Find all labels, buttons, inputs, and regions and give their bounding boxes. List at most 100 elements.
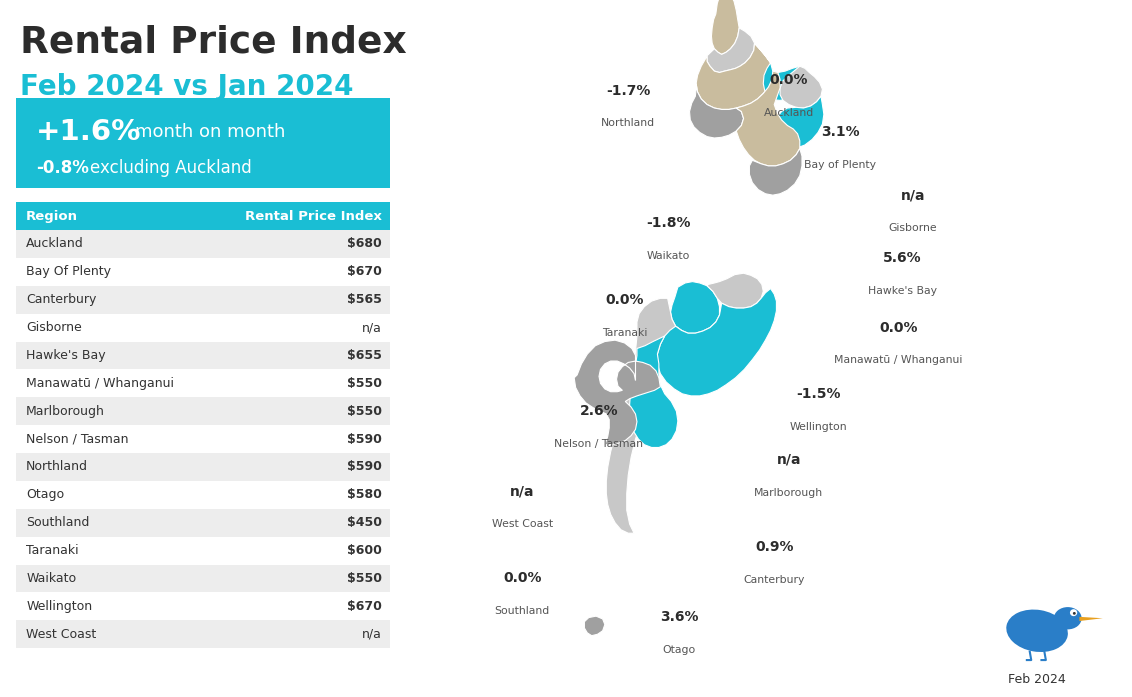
Text: Waikato: Waikato: [646, 251, 691, 261]
Polygon shape: [711, 0, 739, 54]
Circle shape: [1073, 612, 1075, 615]
Text: Nelson / Tasman: Nelson / Tasman: [555, 439, 643, 449]
Polygon shape: [629, 336, 678, 447]
Text: n/a: n/a: [777, 453, 801, 467]
FancyBboxPatch shape: [16, 509, 389, 537]
Text: 3.1%: 3.1%: [821, 125, 859, 139]
Text: Marlborough: Marlborough: [754, 488, 823, 498]
FancyBboxPatch shape: [16, 202, 389, 230]
Text: Marlborough: Marlborough: [26, 405, 105, 418]
FancyBboxPatch shape: [16, 620, 389, 648]
Text: Southland: Southland: [26, 516, 89, 529]
Text: Wellington: Wellington: [26, 600, 92, 613]
Text: Taranaki: Taranaki: [602, 328, 648, 337]
Text: $670: $670: [346, 600, 381, 613]
FancyBboxPatch shape: [16, 592, 389, 620]
Text: Southland: Southland: [495, 606, 550, 616]
Text: Otago: Otago: [26, 489, 65, 501]
Text: Canterbury: Canterbury: [744, 575, 805, 585]
Text: $600: $600: [346, 544, 381, 557]
Text: Gisborne: Gisborne: [26, 321, 82, 334]
Text: 2.6%: 2.6%: [580, 404, 618, 418]
Text: 0.0%: 0.0%: [503, 572, 541, 585]
Circle shape: [1070, 609, 1078, 616]
Text: Rental Price Index: Rental Price Index: [245, 210, 381, 222]
FancyBboxPatch shape: [16, 98, 389, 188]
Text: Feb 2024 vs Jan 2024: Feb 2024 vs Jan 2024: [20, 73, 353, 101]
Text: 0.0%: 0.0%: [770, 73, 808, 87]
Polygon shape: [1080, 617, 1103, 621]
FancyBboxPatch shape: [16, 397, 389, 425]
Text: n/a: n/a: [362, 321, 381, 334]
Text: $450: $450: [346, 516, 381, 529]
Text: 0.9%: 0.9%: [755, 540, 794, 554]
Polygon shape: [736, 71, 800, 166]
Polygon shape: [780, 66, 823, 108]
Text: 0.0%: 0.0%: [606, 293, 644, 307]
Polygon shape: [749, 148, 801, 195]
Text: +1.6%: +1.6%: [36, 118, 142, 146]
Text: -1.5%: -1.5%: [796, 387, 840, 401]
Text: Northland: Northland: [601, 118, 655, 128]
Polygon shape: [774, 96, 824, 148]
FancyBboxPatch shape: [16, 258, 389, 286]
FancyBboxPatch shape: [16, 369, 389, 397]
Text: West Coast: West Coast: [491, 519, 552, 529]
Text: Region: Region: [26, 210, 78, 222]
Text: Otago: Otago: [662, 645, 696, 654]
FancyBboxPatch shape: [16, 537, 389, 565]
Text: Bay of Plenty: Bay of Plenty: [804, 160, 876, 170]
FancyBboxPatch shape: [16, 286, 389, 314]
Text: Canterbury: Canterbury: [26, 293, 96, 306]
Polygon shape: [696, 43, 773, 109]
FancyBboxPatch shape: [16, 342, 389, 369]
Text: $590: $590: [346, 461, 381, 473]
Text: Auckland: Auckland: [26, 238, 84, 250]
Text: Gisborne: Gisborne: [889, 223, 937, 233]
Text: $550: $550: [346, 572, 381, 585]
Text: $590: $590: [346, 433, 381, 445]
Text: -0.8%: -0.8%: [36, 159, 89, 177]
Text: Bay Of Plenty: Bay Of Plenty: [26, 266, 111, 278]
FancyBboxPatch shape: [16, 230, 389, 258]
Text: month on month: month on month: [135, 123, 285, 141]
Polygon shape: [574, 340, 660, 445]
Polygon shape: [658, 289, 777, 396]
FancyBboxPatch shape: [16, 565, 389, 592]
Text: Waikato: Waikato: [26, 572, 76, 585]
Text: Northland: Northland: [26, 461, 88, 473]
Text: 3.6%: 3.6%: [660, 610, 698, 624]
Text: Auckland: Auckland: [764, 108, 814, 118]
Text: n/a: n/a: [362, 628, 381, 641]
Polygon shape: [607, 298, 681, 533]
Text: Hawke's Bay: Hawke's Bay: [867, 286, 936, 296]
FancyBboxPatch shape: [16, 453, 389, 481]
Text: 5.6%: 5.6%: [883, 251, 921, 265]
Text: Manawatū / Whanganui: Manawatū / Whanganui: [834, 355, 962, 365]
Polygon shape: [708, 273, 763, 308]
Text: Feb 2024: Feb 2024: [1009, 673, 1066, 686]
Text: excluding Auckland: excluding Auckland: [91, 159, 252, 177]
Polygon shape: [689, 84, 744, 138]
Text: Manawatū / Whanganui: Manawatū / Whanganui: [26, 377, 174, 390]
Text: $655: $655: [346, 349, 381, 362]
Ellipse shape: [1054, 607, 1081, 629]
Polygon shape: [670, 282, 720, 333]
Text: Nelson / Tasman: Nelson / Tasman: [26, 433, 129, 445]
FancyBboxPatch shape: [16, 314, 389, 342]
Text: Hawke's Bay: Hawke's Bay: [26, 349, 105, 362]
Text: -1.8%: -1.8%: [646, 216, 691, 230]
FancyBboxPatch shape: [16, 425, 389, 453]
Text: $670: $670: [346, 266, 381, 278]
Text: $680: $680: [348, 238, 381, 250]
Text: West Coast: West Coast: [26, 628, 96, 641]
Text: Taranaki: Taranaki: [26, 544, 79, 557]
Text: Wellington: Wellington: [789, 422, 847, 431]
Text: $565: $565: [346, 293, 381, 306]
Text: $580: $580: [346, 489, 381, 501]
Text: $550: $550: [346, 377, 381, 390]
Polygon shape: [755, 43, 811, 100]
Ellipse shape: [1006, 610, 1067, 652]
Text: Rental Price Index: Rental Price Index: [20, 24, 406, 61]
Polygon shape: [584, 616, 604, 636]
